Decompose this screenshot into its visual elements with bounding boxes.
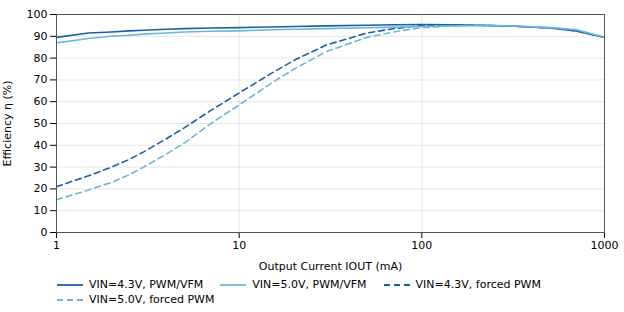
svg-text:10: 10 — [232, 239, 246, 252]
html-text:VIN=5.0V, forced PWM: VIN=5.0V, forced PWM — [89, 293, 215, 306]
svg-text:60: 60 — [34, 95, 48, 108]
svg-text:0: 0 — [41, 226, 48, 239]
svg-text:70: 70 — [34, 73, 48, 86]
svg-text:50: 50 — [34, 117, 48, 130]
svg-text:Efficiency η (%): Efficiency η (%) — [1, 81, 14, 167]
svg-text:90: 90 — [34, 30, 48, 43]
svg-text:80: 80 — [34, 52, 48, 65]
svg-text:20: 20 — [34, 182, 48, 195]
html-text:VIN=4.3V, PWM/VFM: VIN=4.3V, PWM/VFM — [89, 278, 204, 291]
svg-text:Output Current IOUT (mA): Output Current IOUT (mA) — [259, 260, 403, 273]
svg-text:40: 40 — [34, 139, 48, 152]
svg-text:100: 100 — [27, 8, 48, 21]
svg-text:100: 100 — [411, 239, 432, 252]
svg-text:30: 30 — [34, 161, 48, 174]
svg-text:10: 10 — [34, 204, 48, 217]
html-text:VIN=4.3V, forced PWM: VIN=4.3V, forced PWM — [415, 278, 541, 291]
html-text:VIN=5.0V, PWM/VFM: VIN=5.0V, PWM/VFM — [252, 278, 367, 291]
svg-text:1000: 1000 — [591, 239, 619, 252]
svg-text:1: 1 — [53, 239, 60, 252]
